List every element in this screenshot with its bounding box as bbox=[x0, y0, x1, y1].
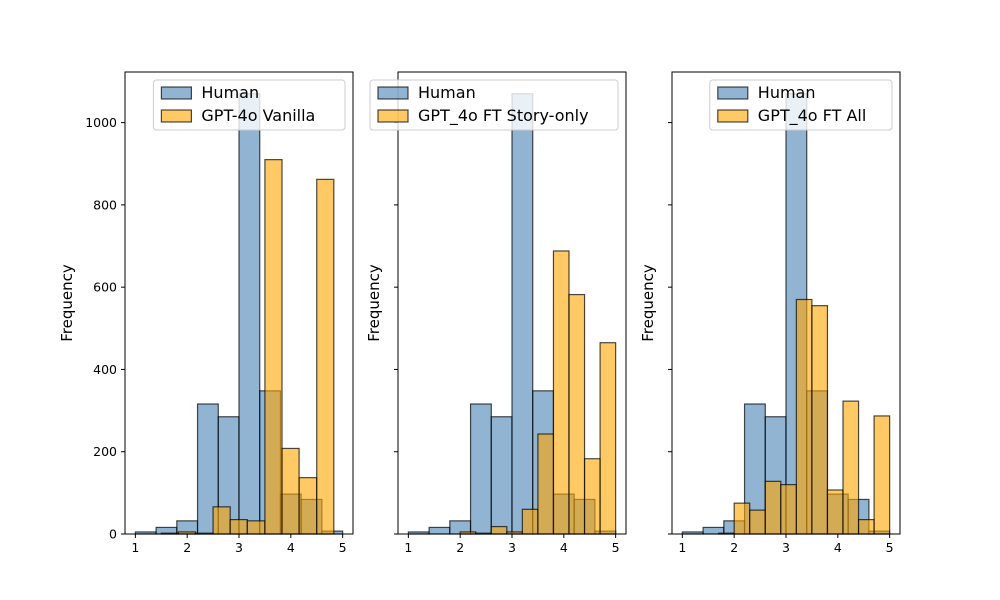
y-axis-label: Frequency bbox=[639, 264, 657, 342]
histogram-bar bbox=[749, 509, 766, 535]
legend-label: Human bbox=[201, 83, 259, 102]
histogram-bar bbox=[469, 403, 492, 535]
histogram-bar bbox=[298, 477, 318, 535]
histogram-bar bbox=[857, 518, 875, 535]
histogram-bar bbox=[229, 518, 248, 535]
x-tick-label: 1 bbox=[131, 540, 139, 555]
y-tick-label: 200 bbox=[93, 444, 117, 459]
histogram-bar bbox=[583, 458, 601, 535]
x-tick-label: 5 bbox=[612, 540, 620, 555]
x-tick-label: 4 bbox=[560, 540, 568, 555]
chart-panel-right: 1 2 3 4 5 Frequency Human GPT_4o FT All bbox=[639, 71, 901, 555]
x-tick-label: 4 bbox=[834, 540, 842, 555]
x-tick-label: 2 bbox=[456, 540, 464, 555]
legend-label: GPT-4o Vanilla bbox=[201, 106, 315, 125]
histogram-bar bbox=[733, 502, 751, 535]
x-tick-label: 3 bbox=[235, 540, 243, 555]
histogram-bar bbox=[826, 489, 844, 535]
histogram-bar bbox=[795, 298, 813, 535]
x-tick-label: 5 bbox=[339, 540, 347, 555]
y-axis-label: Frequency bbox=[58, 264, 76, 342]
histogram-bar bbox=[568, 293, 586, 535]
legend-swatch bbox=[160, 86, 192, 100]
histogram-bar bbox=[521, 508, 539, 535]
x-tick-label: 1 bbox=[678, 540, 686, 555]
series-model-bars bbox=[718, 298, 891, 535]
histogram-bar bbox=[511, 93, 534, 535]
x-tick-label: 3 bbox=[782, 540, 790, 555]
histogram-bar bbox=[780, 484, 797, 535]
legend-label: GPT_4o FT Story-only bbox=[418, 106, 589, 126]
y-tick-label: 400 bbox=[93, 362, 117, 377]
legend-label: Human bbox=[758, 83, 816, 102]
y-tick-label: 800 bbox=[93, 197, 117, 212]
legend-box bbox=[152, 79, 346, 131]
histogram-bar bbox=[264, 159, 283, 535]
legend-swatch bbox=[717, 86, 749, 100]
histogram-bar bbox=[599, 342, 617, 535]
histogram-bar bbox=[842, 400, 860, 535]
legend-swatch bbox=[160, 109, 192, 123]
histogram-bar bbox=[873, 415, 891, 535]
legend: Human GPT_4o FT Story-only bbox=[369, 79, 619, 131]
histogram-bar bbox=[212, 506, 231, 535]
histogram-bar bbox=[490, 416, 513, 535]
series-model-bars bbox=[160, 159, 335, 535]
chart-panel-middle: 1 2 3 4 5 Frequency Human GPT_4o FT Story-only bbox=[365, 71, 627, 555]
histogram-bar bbox=[811, 305, 829, 535]
x-tick-label: 4 bbox=[287, 540, 295, 555]
x-tick-label: 2 bbox=[183, 540, 191, 555]
x-tick-label: 5 bbox=[886, 540, 894, 555]
x-tick-label: 3 bbox=[508, 540, 516, 555]
legend-label: GPT_4o FT All bbox=[758, 106, 867, 126]
y-tick-label: 0 bbox=[109, 527, 117, 542]
y-axis-label: Frequency bbox=[365, 264, 383, 342]
legend-swatch bbox=[717, 109, 749, 123]
histogram-bar bbox=[490, 525, 508, 535]
legend: Human GPT_4o FT All bbox=[709, 79, 893, 131]
legend-label: Human bbox=[418, 83, 476, 102]
legend-box bbox=[709, 79, 893, 131]
legend-box bbox=[369, 79, 619, 131]
x-tick-label: 1 bbox=[404, 540, 412, 555]
histogram-bar bbox=[281, 447, 300, 535]
histogram-bar bbox=[428, 526, 451, 535]
histogram-bar bbox=[316, 178, 335, 535]
histogram-bar bbox=[552, 250, 570, 535]
x-tick-label: 2 bbox=[730, 540, 738, 555]
histogram-bar bbox=[238, 93, 261, 535]
legend-swatch bbox=[377, 109, 409, 123]
histogram-bar bbox=[764, 480, 782, 535]
histogram-bar bbox=[246, 520, 266, 535]
legend: Human GPT-4o Vanilla bbox=[152, 79, 346, 131]
y-tick-label: 600 bbox=[93, 280, 117, 295]
chart-panel-left: 1 2 3 4 5 0 200 400 600 800 1000 Frequency Human GPT-… bbox=[58, 71, 354, 555]
legend-swatch bbox=[377, 86, 409, 100]
histogram-bar bbox=[537, 433, 555, 535]
y-tick-label: 1000 bbox=[85, 115, 117, 130]
